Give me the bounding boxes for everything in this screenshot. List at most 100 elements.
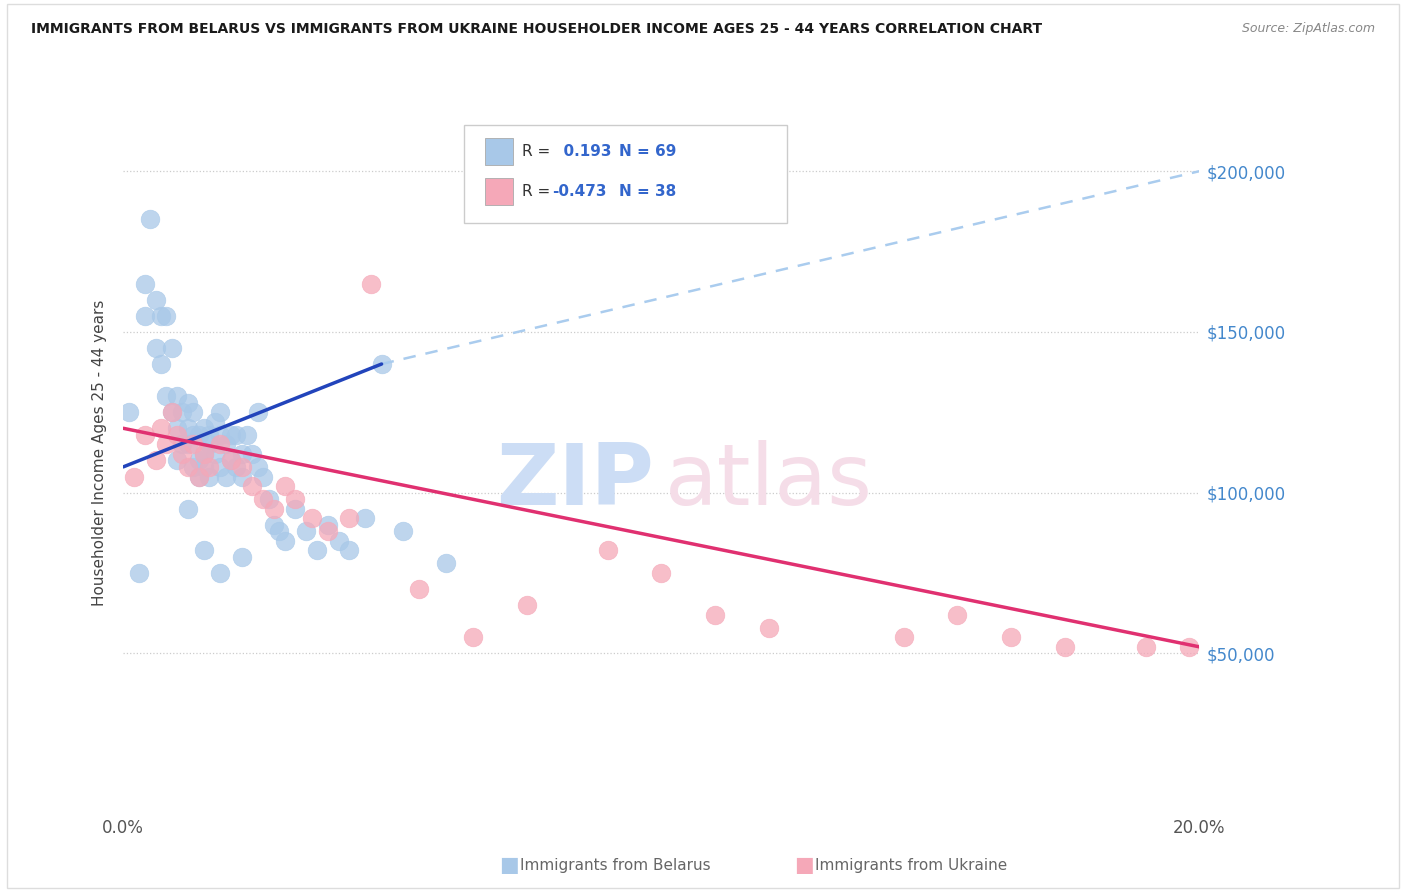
Point <box>166 389 188 403</box>
Point <box>1053 640 1076 654</box>
Text: ■: ■ <box>794 855 814 875</box>
Text: R =: R = <box>522 145 555 159</box>
Point <box>316 524 339 538</box>
Point <box>177 395 200 409</box>
Y-axis label: Householder Income Ages 25 - 44 years: Householder Income Ages 25 - 44 years <box>93 299 107 606</box>
Point <box>204 415 226 429</box>
Point <box>145 453 167 467</box>
Point <box>181 459 204 474</box>
Point <box>204 447 226 461</box>
Point <box>198 459 221 474</box>
Point <box>461 630 484 644</box>
Point <box>172 447 194 461</box>
Point <box>209 566 232 580</box>
Point <box>166 421 188 435</box>
Text: Source: ZipAtlas.com: Source: ZipAtlas.com <box>1241 22 1375 36</box>
Point <box>166 453 188 467</box>
Point <box>214 437 236 451</box>
Point <box>236 427 259 442</box>
Point <box>166 427 188 442</box>
Point <box>145 293 167 307</box>
Point <box>269 524 291 538</box>
Text: N = 38: N = 38 <box>619 185 676 199</box>
Text: N = 69: N = 69 <box>619 145 676 159</box>
Point <box>187 469 209 483</box>
Text: ZIP: ZIP <box>496 440 654 523</box>
Point <box>252 469 274 483</box>
Point <box>134 427 156 442</box>
Point <box>650 566 672 580</box>
Point <box>219 427 242 442</box>
Point <box>946 607 969 622</box>
Point <box>181 427 204 442</box>
Point <box>263 501 285 516</box>
Point <box>242 447 264 461</box>
Point <box>1135 640 1157 654</box>
Point <box>209 427 232 442</box>
Point <box>209 459 232 474</box>
Point <box>177 421 200 435</box>
Point <box>231 459 253 474</box>
Point <box>408 582 430 596</box>
Point <box>758 621 780 635</box>
Point <box>193 447 215 461</box>
Point <box>198 437 221 451</box>
Point <box>354 511 377 525</box>
Text: Immigrants from Belarus: Immigrants from Belarus <box>520 858 711 872</box>
Point <box>704 607 727 622</box>
Point <box>1177 640 1199 654</box>
Point <box>242 479 264 493</box>
Point <box>155 389 177 403</box>
Point <box>172 437 194 451</box>
Point <box>209 437 232 451</box>
Point <box>305 543 328 558</box>
Point <box>360 277 382 291</box>
Point <box>316 517 339 532</box>
Text: R =: R = <box>522 185 555 199</box>
Point <box>193 421 215 435</box>
Point <box>893 630 915 644</box>
Text: Immigrants from Ukraine: Immigrants from Ukraine <box>815 858 1008 872</box>
Point <box>193 543 215 558</box>
Point <box>177 501 200 516</box>
Point <box>139 212 162 227</box>
Point <box>252 491 274 506</box>
Point <box>328 533 350 548</box>
Point <box>193 447 215 461</box>
Text: atlas: atlas <box>665 440 873 523</box>
Point <box>284 501 307 516</box>
Point <box>337 543 360 558</box>
Point <box>145 341 167 355</box>
Point <box>160 405 183 419</box>
Point <box>337 511 360 525</box>
Point <box>231 469 253 483</box>
Point <box>134 309 156 323</box>
Point <box>274 533 297 548</box>
Point <box>284 491 307 506</box>
Point <box>118 405 141 419</box>
Point <box>246 405 269 419</box>
Point <box>1000 630 1022 644</box>
Point <box>219 453 242 467</box>
Point <box>225 427 247 442</box>
Point <box>231 549 253 564</box>
Point <box>198 469 221 483</box>
Point <box>392 524 415 538</box>
Point <box>516 598 538 612</box>
Point <box>295 524 318 538</box>
Point <box>177 459 200 474</box>
Text: IMMIGRANTS FROM BELARUS VS IMMIGRANTS FROM UKRAINE HOUSEHOLDER INCOME AGES 25 - : IMMIGRANTS FROM BELARUS VS IMMIGRANTS FR… <box>31 22 1042 37</box>
Point <box>172 405 194 419</box>
Point <box>187 453 209 467</box>
Point <box>149 421 172 435</box>
Point <box>219 453 242 467</box>
Text: -0.473: -0.473 <box>553 185 607 199</box>
Point <box>181 405 204 419</box>
Point <box>155 309 177 323</box>
Point <box>177 437 200 451</box>
Point <box>370 357 392 371</box>
Point <box>596 543 619 558</box>
Point <box>122 469 145 483</box>
Point <box>198 427 221 442</box>
Point <box>434 556 457 570</box>
